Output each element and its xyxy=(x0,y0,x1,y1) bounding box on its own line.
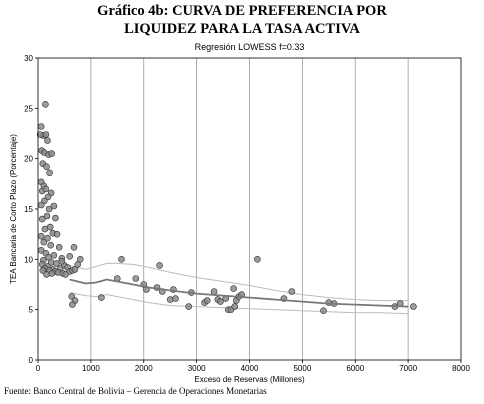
y-axis-ticks: 0 5 10 15 20 25 30 xyxy=(24,54,38,365)
data-point xyxy=(50,202,58,210)
data-point xyxy=(320,307,327,315)
data-point xyxy=(36,131,44,138)
data-point xyxy=(43,212,51,220)
data-point xyxy=(166,296,174,303)
data-point xyxy=(39,267,47,274)
data-point xyxy=(46,169,53,177)
data-point xyxy=(231,303,238,310)
data-point xyxy=(71,266,79,273)
title-line-1: Gráfico 4b: CURVA DE PREFERENCIA POR xyxy=(0,2,484,20)
data-point xyxy=(42,185,50,193)
y-tick-label: 10 xyxy=(24,255,33,264)
lowess-fit-line xyxy=(69,278,409,308)
data-point xyxy=(217,298,224,305)
data-point xyxy=(52,214,59,222)
data-point xyxy=(185,303,192,310)
upper-band-line xyxy=(69,262,409,302)
x-axis-ticks: 0 1000 2000 3000 4000 5000 6000 7000 8000 xyxy=(36,360,470,373)
data-point xyxy=(45,253,52,261)
data-point xyxy=(44,193,52,201)
x-tick-label: 5000 xyxy=(293,364,311,373)
data-point xyxy=(210,288,218,295)
data-point xyxy=(53,230,61,238)
data-point xyxy=(44,234,51,242)
data-point xyxy=(66,252,73,260)
data-point xyxy=(230,285,237,292)
chart-subtitle: Regresión LOWESS f=0.33 xyxy=(194,42,305,52)
x-tick-label: 8000 xyxy=(452,364,470,373)
data-point xyxy=(62,271,69,278)
data-point xyxy=(42,101,49,108)
x-tick-label: 7000 xyxy=(399,364,417,373)
data-point xyxy=(43,271,50,278)
data-point xyxy=(203,297,211,304)
data-point xyxy=(37,201,45,209)
data-point xyxy=(98,294,105,301)
data-point xyxy=(70,244,78,251)
y-tick-label: 15 xyxy=(24,205,33,214)
y-tick-label: 20 xyxy=(24,155,33,164)
y-tick-label: 25 xyxy=(24,104,33,113)
data-point xyxy=(172,295,179,302)
data-point xyxy=(74,261,81,268)
data-point xyxy=(410,303,417,310)
data-point xyxy=(47,241,55,249)
grid-lines xyxy=(90,58,409,360)
data-point xyxy=(254,255,261,263)
data-point xyxy=(40,238,48,246)
x-tick-label: 0 xyxy=(36,364,41,373)
data-point xyxy=(288,288,296,295)
x-tick-label: 4000 xyxy=(241,364,259,373)
data-point xyxy=(132,275,140,282)
data-point xyxy=(69,301,76,308)
source-footnote: Fuente: Banco Central de Bolivia – Geren… xyxy=(4,386,267,396)
data-point xyxy=(42,131,50,138)
data-point xyxy=(37,123,45,130)
x-tick-label: 3000 xyxy=(188,364,206,373)
title-prefix: Gráfico 4b: xyxy=(97,3,169,19)
data-point xyxy=(48,150,56,157)
x-axis-label: Exceso de Reservas (Millones) xyxy=(194,375,305,384)
data-point xyxy=(55,244,63,251)
x-tick-label: 2000 xyxy=(135,364,153,373)
data-point xyxy=(156,262,163,269)
y-tick-label: 30 xyxy=(24,54,33,63)
data-point xyxy=(37,232,45,240)
data-point xyxy=(118,255,125,263)
data-point xyxy=(77,255,84,263)
title-line-2: LIQUIDEZ PARA LA TASA ACTIVA xyxy=(124,21,360,37)
data-points xyxy=(36,101,417,315)
data-point xyxy=(58,257,66,265)
y-tick-label: 5 xyxy=(29,306,34,315)
chart-title: Gráfico 4b: CURVA DE PREFERENCIA POR LIQ… xyxy=(0,2,484,38)
confidence-bands xyxy=(69,262,409,315)
y-tick-label: 0 xyxy=(29,356,34,365)
x-tick-label: 1000 xyxy=(82,364,100,373)
data-point xyxy=(41,225,49,233)
data-point xyxy=(45,205,53,213)
data-point xyxy=(43,163,50,170)
lowess-fit xyxy=(69,278,409,308)
title-line-1-text: CURVA DE PREFERENCIA POR xyxy=(172,3,387,19)
y-axis-label: TEA Bancaria de Corto Plazo (Porcentaje) xyxy=(9,134,18,284)
x-tick-label: 6000 xyxy=(346,364,364,373)
data-point xyxy=(38,215,46,223)
data-point xyxy=(44,137,51,144)
